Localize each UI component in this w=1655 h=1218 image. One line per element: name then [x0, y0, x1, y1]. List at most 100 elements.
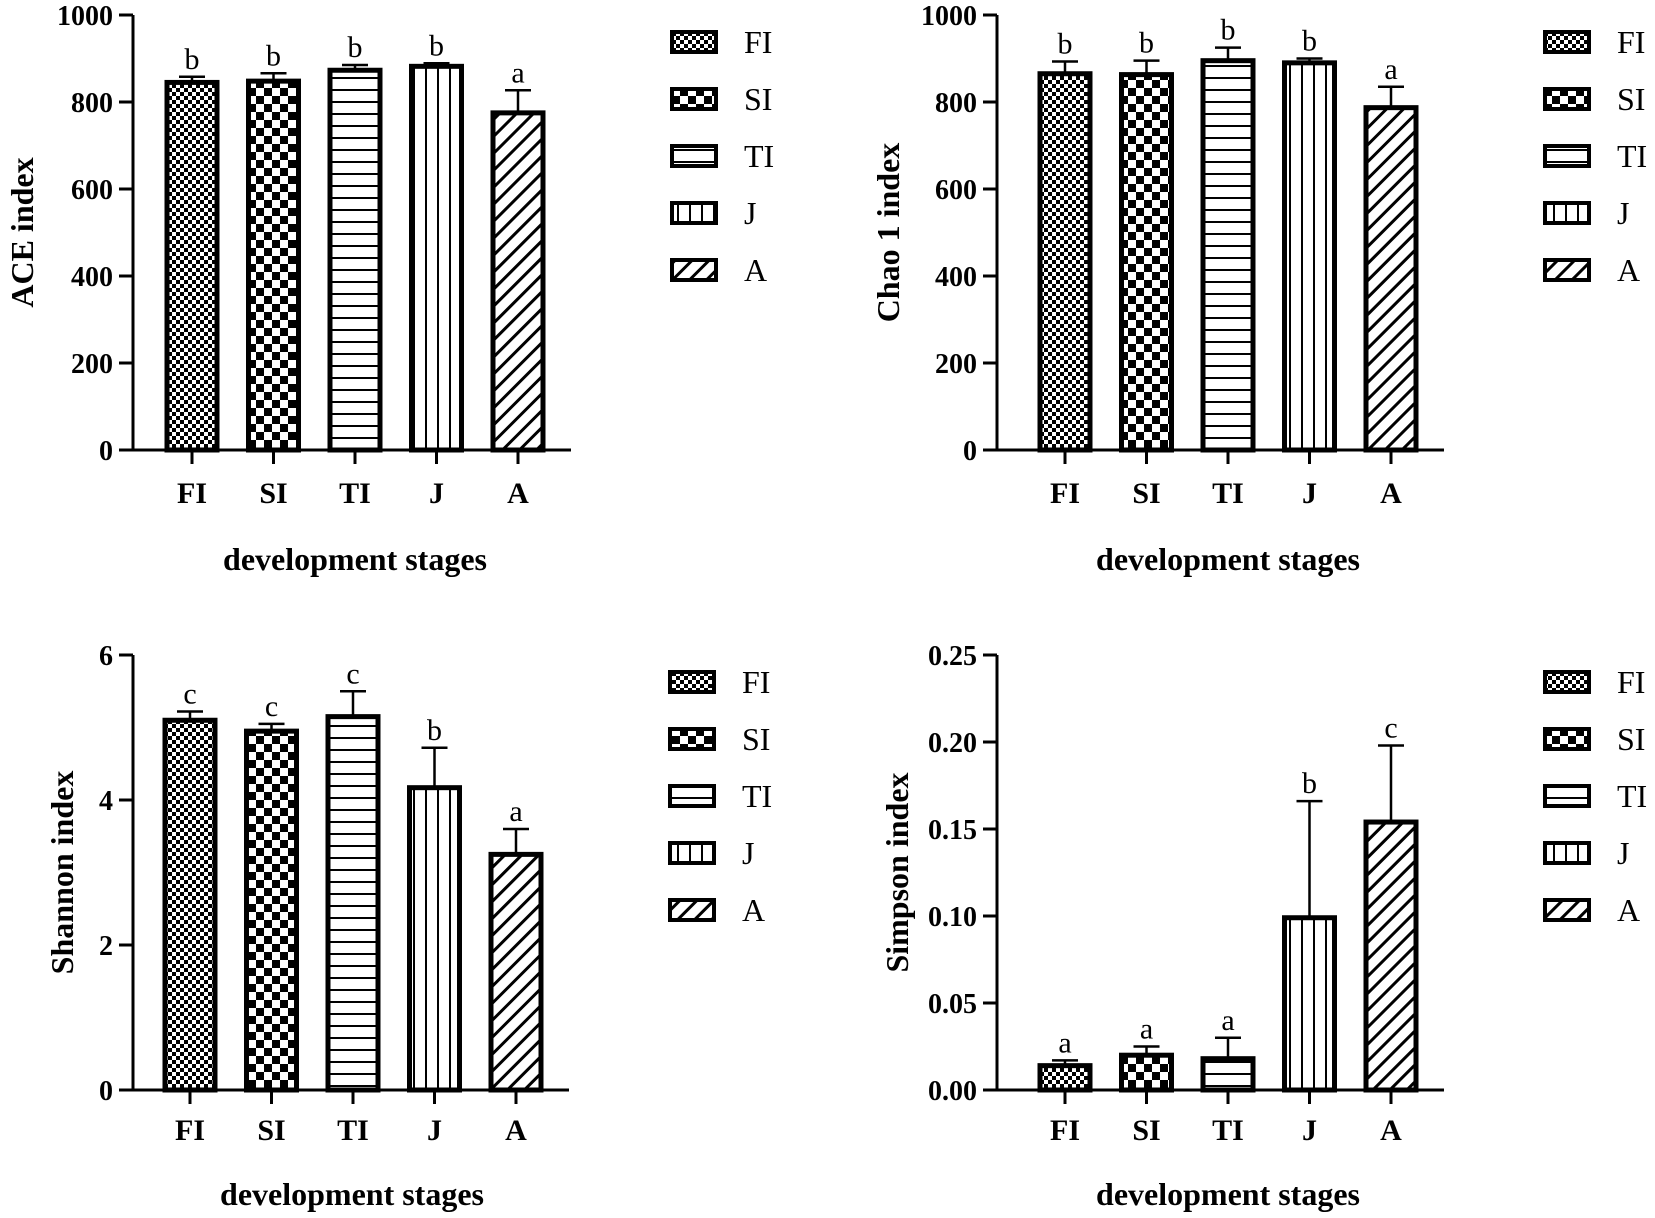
y-tick-label: 0.00 [928, 1076, 977, 1107]
y-tick-label: 200 [71, 349, 113, 380]
chart-panel-1: 0 200 400 600 800 1000 ACE index development st… [4, 1, 774, 577]
legend-swatch-ti [1543, 144, 1591, 168]
bar-fi [164, 79, 220, 453]
bar-j [409, 63, 464, 453]
legend-swatch-ti [1543, 784, 1591, 808]
x-tick-label: A [507, 477, 529, 510]
legend-swatch-j [670, 201, 718, 225]
x-tick-label: J [1302, 1114, 1317, 1147]
y-tick-label: 0 [99, 436, 113, 467]
y-axis-title: Chao 1 index [870, 143, 906, 323]
y-tick-label: 1000 [57, 1, 113, 32]
y-tick-label: 600 [71, 175, 113, 206]
legend-swatch-fi [1543, 670, 1591, 694]
bar-si [1119, 1052, 1174, 1093]
x-axis-title: development stages [1096, 541, 1360, 577]
legend-label: FI [1617, 664, 1645, 700]
y-tick-label: 2 [99, 931, 113, 962]
y-tick-label: 600 [935, 175, 977, 206]
y-tick-label: 6 [99, 641, 113, 672]
legend-swatch-fi [1543, 30, 1591, 54]
legend-label: TI [1617, 138, 1647, 174]
y-axis-title: Simpson index [879, 772, 915, 972]
significance-letter: b [1302, 767, 1317, 800]
significance-letter: b [427, 714, 442, 747]
x-tick-label: TI [339, 477, 371, 510]
x-tick-label: A [505, 1114, 527, 1147]
significance-letter: b [185, 43, 200, 76]
significance-letter: b [1139, 27, 1154, 60]
y-tick-label: 0.25 [928, 641, 977, 672]
significance-letter: a [1140, 1013, 1153, 1046]
significance-letter: c [183, 678, 196, 711]
y-tick-label: 0 [963, 436, 977, 467]
x-axis-title: development stages [1096, 1176, 1360, 1212]
legend-label: TI [744, 138, 774, 174]
significance-letter: a [1384, 53, 1397, 86]
legend-label: A [744, 252, 767, 288]
bar-fi [1037, 71, 1093, 453]
significance-letter: c [1384, 711, 1397, 744]
legend-label: SI [1617, 81, 1645, 117]
bar-a [1363, 105, 1419, 453]
significance-letter: a [1058, 1026, 1071, 1059]
x-tick-label: J [427, 1114, 442, 1147]
y-tick-label: 0 [99, 1076, 113, 1107]
x-tick-label: SI [1132, 1114, 1160, 1147]
legend-swatch-si [1543, 727, 1591, 751]
x-tick-label: FI [1050, 1114, 1080, 1147]
x-tick-label: FI [177, 477, 207, 510]
legend-swatch-fi [668, 670, 716, 694]
legend-label: SI [1617, 721, 1645, 757]
legend-label: TI [742, 778, 772, 814]
bar-si [244, 728, 299, 1093]
y-tick-label: 400 [71, 262, 113, 293]
chart-panel-2: 0 200 400 600 800 1000 Chao 1 index development… [870, 1, 1647, 577]
legend-swatch-a [668, 898, 716, 922]
bar-a [488, 851, 544, 1093]
y-tick-label: 800 [71, 88, 113, 119]
bar-a [1363, 819, 1419, 1093]
x-tick-label: SI [257, 1114, 285, 1147]
significance-letter: b [1221, 14, 1236, 47]
x-axis-title: development stages [223, 541, 487, 577]
y-tick-label: 0.10 [928, 902, 977, 933]
legend-swatch-j [1543, 841, 1591, 865]
significance-letter: b [1058, 28, 1073, 61]
bar-si [246, 78, 301, 453]
significance-letter: a [1221, 1004, 1234, 1037]
y-axis-title: ACE index [4, 157, 40, 307]
legend-label: J [742, 835, 754, 871]
legend-label: FI [742, 664, 770, 700]
x-tick-label: A [1380, 1114, 1402, 1147]
bar-ti [327, 67, 383, 453]
y-axis-title: Shannon index [44, 771, 80, 975]
legend-label: A [1617, 892, 1640, 928]
significance-letter: c [346, 657, 359, 690]
bar-ti [1200, 1056, 1256, 1093]
y-tick-label: 400 [935, 262, 977, 293]
legend-label: A [1617, 252, 1640, 288]
x-tick-label: TI [337, 1114, 369, 1147]
legend-swatch-si [670, 87, 718, 111]
legend-label: SI [744, 81, 772, 117]
legend-swatch-si [668, 727, 716, 751]
legend-swatch-a [670, 258, 718, 282]
bar-ti [325, 714, 381, 1093]
x-tick-label: SI [259, 477, 287, 510]
x-tick-label: A [1380, 477, 1402, 510]
legend-label: FI [744, 24, 772, 60]
significance-letter: b [1302, 25, 1317, 58]
legend-swatch-a [1543, 258, 1591, 282]
legend-swatch-fi [670, 30, 718, 54]
bar-j [407, 785, 462, 1093]
legend-swatch-si [1543, 87, 1591, 111]
x-tick-label: TI [1212, 1114, 1244, 1147]
legend-label: SI [742, 721, 770, 757]
y-tick-label: 1000 [921, 1, 977, 32]
y-tick-label: 800 [935, 88, 977, 119]
legend-label: A [742, 892, 765, 928]
legend-label: J [1617, 835, 1629, 871]
y-tick-label: 200 [935, 349, 977, 380]
legend-swatch-ti [668, 784, 716, 808]
